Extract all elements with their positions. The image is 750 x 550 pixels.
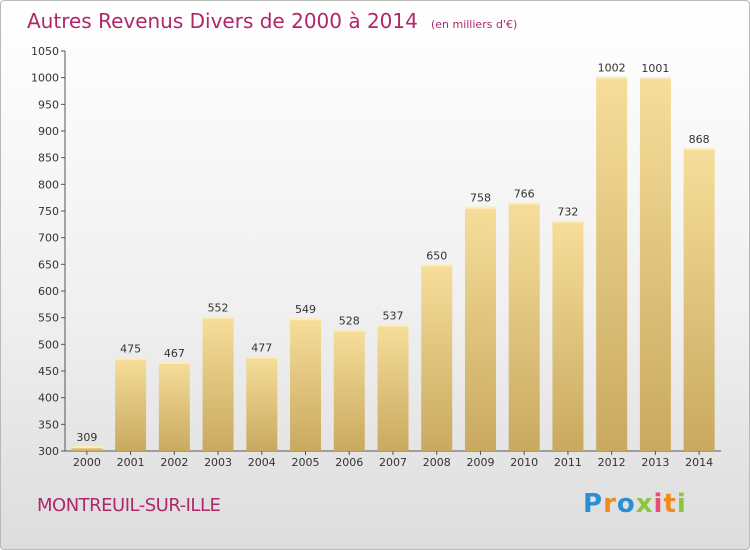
y-tick-label: 350 [38,418,59,431]
bars: 309 475 467 552 477 549 528 537 650 758 766 732 1002… [71,62,715,452]
bar-value-label: 528 [339,314,360,327]
bar-value-label: 467 [164,347,185,360]
bar-top-highlight [202,316,234,319]
bar [246,356,278,451]
y-tick-label: 950 [38,98,59,111]
y-tick-label: 550 [38,312,59,325]
bar-top-highlight [377,324,409,327]
bar-value-label: 537 [383,310,404,323]
x-tick-label: 2012 [598,456,626,469]
bar-top-highlight [71,446,103,449]
bar [421,264,453,451]
bar-value-label: 868 [689,133,710,146]
bar-top-highlight [246,356,278,359]
bar [290,318,322,451]
x-tick-label: 2005 [292,456,320,469]
x-tick-label: 2011 [554,456,582,469]
bar-top-highlight [683,148,715,151]
x-tick-label: 2014 [685,456,713,469]
bar-top-highlight [596,76,628,79]
bar-value-label: 552 [208,302,229,315]
bar [115,357,147,451]
y-tick-label: 450 [38,365,59,378]
y-tick-label: 700 [38,232,59,245]
y-tick-label: 900 [38,125,59,138]
y-tick-label: 650 [38,258,59,271]
bar-top-highlight [421,264,453,267]
bar-top-highlight [552,220,584,223]
bar-value-label: 1002 [598,62,626,75]
bar [552,220,584,451]
chart-subtitle: (en milliers d'€) [430,18,518,31]
y-axis: 300 350 400 450 500 550 600 650 700 750 800 850 900 9… [31,45,66,458]
bar-top-highlight [508,202,540,205]
x-tick-label: 2007 [379,456,407,469]
y-tick-label: 750 [38,205,59,218]
y-tick-label: 400 [38,392,59,405]
y-tick-label: 850 [38,152,59,165]
x-tick-label: 2003 [204,456,232,469]
bar-value-label: 732 [557,206,578,219]
proxiti-logo[interactable]: Proxiti [583,489,687,519]
x-axis: 2000 2001 2002 2003 2004 2005 2006 2007 2008 2009… [65,450,721,469]
x-tick-label: 2001 [117,456,145,469]
y-tick-label: 600 [38,285,59,298]
bar-value-label: 650 [426,249,447,262]
bar-top-highlight [639,77,671,80]
bar [377,324,409,451]
logo-letter: P [583,489,604,519]
logo-letter: i [676,489,687,519]
x-tick-label: 2009 [466,456,494,469]
bar [596,76,628,451]
title-row: Autres Revenus Divers de 2000 à 2014 (en… [27,9,517,33]
bar-value-label: 309 [76,431,97,444]
bar-value-label: 477 [251,342,272,355]
x-tick-label: 2013 [641,456,669,469]
bar-top-highlight [464,206,496,209]
bar [508,202,540,451]
logo-letter: t [663,489,677,519]
commune-name: MONTREUIL-SUR-ILLE [37,495,221,516]
bar [464,206,496,451]
x-tick-label: 2002 [160,456,188,469]
bar [71,446,103,451]
bar [683,148,715,452]
bar-top-highlight [115,357,147,360]
bar [202,316,234,451]
y-tick-label: 1000 [31,72,59,85]
logo-letter: r [603,489,617,519]
bar-value-label: 758 [470,192,491,205]
logo-letter: o [616,489,636,519]
bar-top-highlight [290,318,322,321]
x-tick-label: 2004 [248,456,276,469]
x-tick-label: 2008 [423,456,451,469]
bar [333,329,365,451]
x-tick-label: 2006 [335,456,363,469]
x-tick-label: 2010 [510,456,538,469]
bar [639,77,671,451]
bar [158,361,190,451]
y-tick-label: 800 [38,178,59,191]
bar-value-label: 549 [295,303,316,316]
bar-value-label: 1001 [641,62,669,75]
bar-top-highlight [158,361,190,364]
logo-letter: i [653,489,664,519]
chart-title: Autres Revenus Divers de 2000 à 2014 [27,9,418,33]
bar-value-label: 475 [120,343,141,356]
bar-top-highlight [333,329,365,332]
y-tick-label: 300 [38,445,59,458]
x-tick-label: 2000 [73,456,101,469]
y-tick-label: 1050 [31,45,59,58]
bar-value-label: 766 [514,187,535,200]
y-tick-label: 500 [38,338,59,351]
logo-letter: x [635,489,654,519]
